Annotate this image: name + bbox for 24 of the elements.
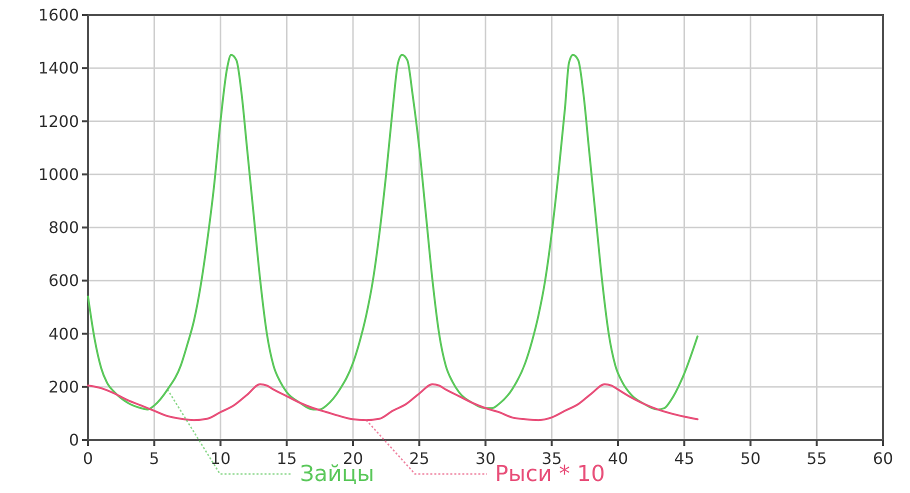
x-tick-label: 5	[149, 449, 160, 468]
x-tick-label: 15	[276, 449, 297, 468]
x-tick-label: 25	[409, 449, 430, 468]
y-tick-label: 400	[48, 324, 79, 344]
y-tick-label: 1000	[38, 164, 79, 184]
x-tick-label: 50	[740, 449, 761, 468]
x-tick-label: 55	[806, 449, 827, 468]
x-tick-label: 20	[342, 449, 364, 468]
y-tick-label: 600	[48, 271, 79, 290]
y-tick-label: 800	[48, 218, 79, 238]
line-series	[87, 383, 698, 422]
y-tick-label: 1400	[38, 58, 79, 78]
x-tick-label: 0	[82, 449, 94, 468]
x-tick-label: 10	[210, 449, 231, 468]
y-tick-label: 1200	[38, 112, 79, 131]
x-tick-label: 45	[674, 449, 694, 468]
y-tick-label: 0	[68, 430, 79, 450]
x-tick-label: 40	[608, 449, 628, 468]
x-tick-label: 30	[475, 449, 496, 468]
y-tick-label: 200	[48, 377, 79, 396]
x-tick-label: 60	[872, 449, 894, 468]
y-tick-label: 1600	[38, 6, 79, 25]
x-tick-label: 35	[542, 449, 562, 468]
line-series	[87, 54, 698, 410]
